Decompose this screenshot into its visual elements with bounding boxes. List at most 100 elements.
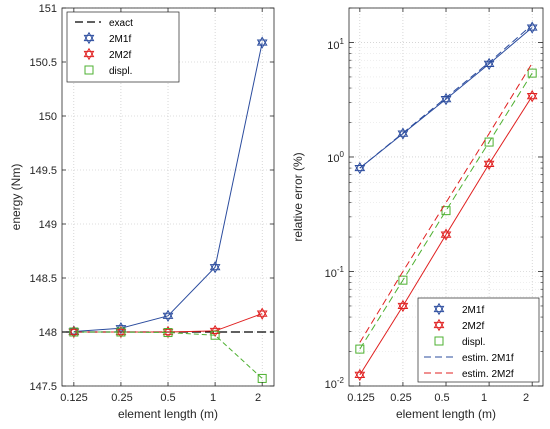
data-point: [483, 60, 495, 71]
right-y-tick-exp: -2: [337, 376, 345, 385]
data-point: [256, 36, 268, 46]
left-y-tick: 148: [39, 327, 57, 339]
legend-displ-marker: [84, 65, 94, 75]
right-y-axis-label: relative error (%): [291, 152, 305, 241]
data-point: [115, 322, 127, 332]
legend-label-2M1f: 2M1f: [109, 34, 131, 45]
legend-label-exact: exact: [109, 18, 133, 29]
data-point: [68, 325, 80, 336]
data-point: [256, 310, 268, 320]
right-y-tick-base: 10: [327, 40, 339, 52]
series-line: [73, 42, 263, 332]
left-x-axis-label: element length (m): [118, 407, 218, 421]
left-legend: exact 2M1f 2M2f displ.: [66, 11, 180, 83]
right-y-tick-exp: 0: [340, 150, 345, 159]
right-ticks: [349, 7, 543, 387]
data-point: [397, 299, 409, 310]
left-x-tick: 0.25: [111, 392, 132, 404]
data-point: [397, 302, 409, 313]
data-point: [397, 127, 409, 137]
left-legend-box: [66, 11, 180, 83]
data-point: [397, 130, 409, 140]
data-point: [483, 160, 495, 171]
legend-2M1f-marker: [433, 302, 445, 316]
legend-marker: [83, 50, 95, 61]
legend-2M1f-marker: [83, 31, 95, 45]
right-y-tick-exp: -1: [337, 265, 345, 274]
data-point: [527, 68, 537, 78]
data-point: [398, 275, 408, 285]
data-point: [354, 368, 366, 379]
series-line: [359, 62, 533, 343]
legend-marker: [433, 305, 445, 316]
right-x-tick: 2: [523, 392, 529, 404]
legend-marker: [83, 47, 95, 58]
data-point: [440, 228, 452, 238]
left-x-tick: 0.125: [60, 392, 88, 404]
data-point: [68, 328, 80, 339]
legend-2M2f-marker: [83, 47, 95, 61]
data-point: [162, 309, 174, 319]
data-point: [115, 328, 127, 339]
legend-label-displ: displ.: [462, 337, 485, 348]
data-point: [526, 93, 538, 103]
data-point: [484, 137, 494, 147]
data-point: [483, 157, 495, 168]
right-y-tick-base: 10: [327, 153, 339, 165]
data-point: [210, 330, 220, 340]
right-y-tick-base: 10: [325, 268, 337, 280]
legend-marker: [84, 65, 94, 75]
right-series: [354, 21, 538, 382]
data-point: [209, 324, 221, 335]
series-line: [73, 331, 263, 379]
legend-displ-marker: [434, 336, 444, 346]
right-y-tick-base: 10: [325, 379, 337, 391]
left-y-axis-label: energy (Nm): [9, 164, 23, 231]
data-point: [163, 328, 173, 338]
data-point: [354, 371, 366, 382]
right-legend: 2M1f 2M2f displ. estim. 2M1f estim. 2M2f: [417, 297, 540, 383]
legend-2M2f-marker: [433, 318, 445, 332]
right-x-tick: 0.25: [390, 392, 411, 404]
left-series: [62, 36, 274, 383]
left-x-tick: 2: [255, 392, 261, 404]
left-ticks: [62, 7, 274, 387]
legend-label-2M2f: 2M2f: [462, 321, 484, 332]
left-y-tick: 149.5: [29, 165, 57, 177]
data-point: [526, 89, 538, 100]
data-point: [483, 57, 495, 67]
right-y-tick-exp: 1: [340, 37, 345, 46]
legend-marker: [83, 31, 95, 42]
legend-label-estim-2M2f: estim. 2M2f: [462, 369, 514, 380]
left-y-tick: 150: [39, 111, 57, 123]
series-line: [73, 313, 263, 333]
data-point: [355, 344, 365, 354]
legend-label-estim-2M1f: estim. 2M1f: [462, 353, 514, 364]
data-point: [441, 206, 451, 216]
left-x-tick: 0.5: [160, 392, 175, 404]
data-point: [162, 312, 174, 322]
legend-marker: [83, 34, 95, 45]
legend-marker: [433, 302, 445, 313]
right-x-tick: 0.5: [434, 392, 449, 404]
data-point: [440, 231, 452, 241]
data-point: [256, 307, 268, 317]
data-point: [69, 327, 79, 337]
relative-error-chart: 0.125 0.25 0.5 1 2 10-2 10-1 100 101 ele…: [291, 7, 544, 421]
left-y-tick: 149: [39, 219, 57, 231]
data-point: [209, 327, 221, 338]
legend-label-2M2f: 2M2f: [109, 50, 131, 61]
right-y-tick: 10-1: [325, 265, 345, 280]
data-point: [256, 39, 268, 49]
right-x-tick: 1: [481, 392, 487, 404]
legend-label-2M1f: 2M1f: [462, 305, 484, 316]
right-x-axis-label: element length (m): [396, 407, 496, 421]
legend-marker: [433, 318, 445, 329]
data-point: [115, 325, 127, 336]
data-point: [162, 328, 174, 339]
energy-chart: 0.125 0.25 0.5 1 2 147.5 148 148.5 149 1…: [9, 3, 275, 421]
left-y-tick: 147.5: [29, 381, 57, 393]
legend-label-displ: displ.: [109, 66, 132, 77]
left-y-tick: 148.5: [29, 273, 57, 285]
